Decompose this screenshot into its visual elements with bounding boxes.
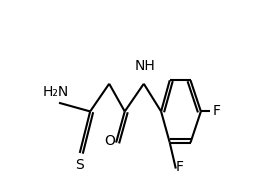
Text: O: O (105, 134, 116, 148)
Text: NH: NH (134, 59, 155, 73)
Text: S: S (75, 158, 84, 172)
Text: F: F (212, 104, 221, 118)
Text: H₂N: H₂N (42, 84, 69, 99)
Text: F: F (176, 160, 184, 174)
